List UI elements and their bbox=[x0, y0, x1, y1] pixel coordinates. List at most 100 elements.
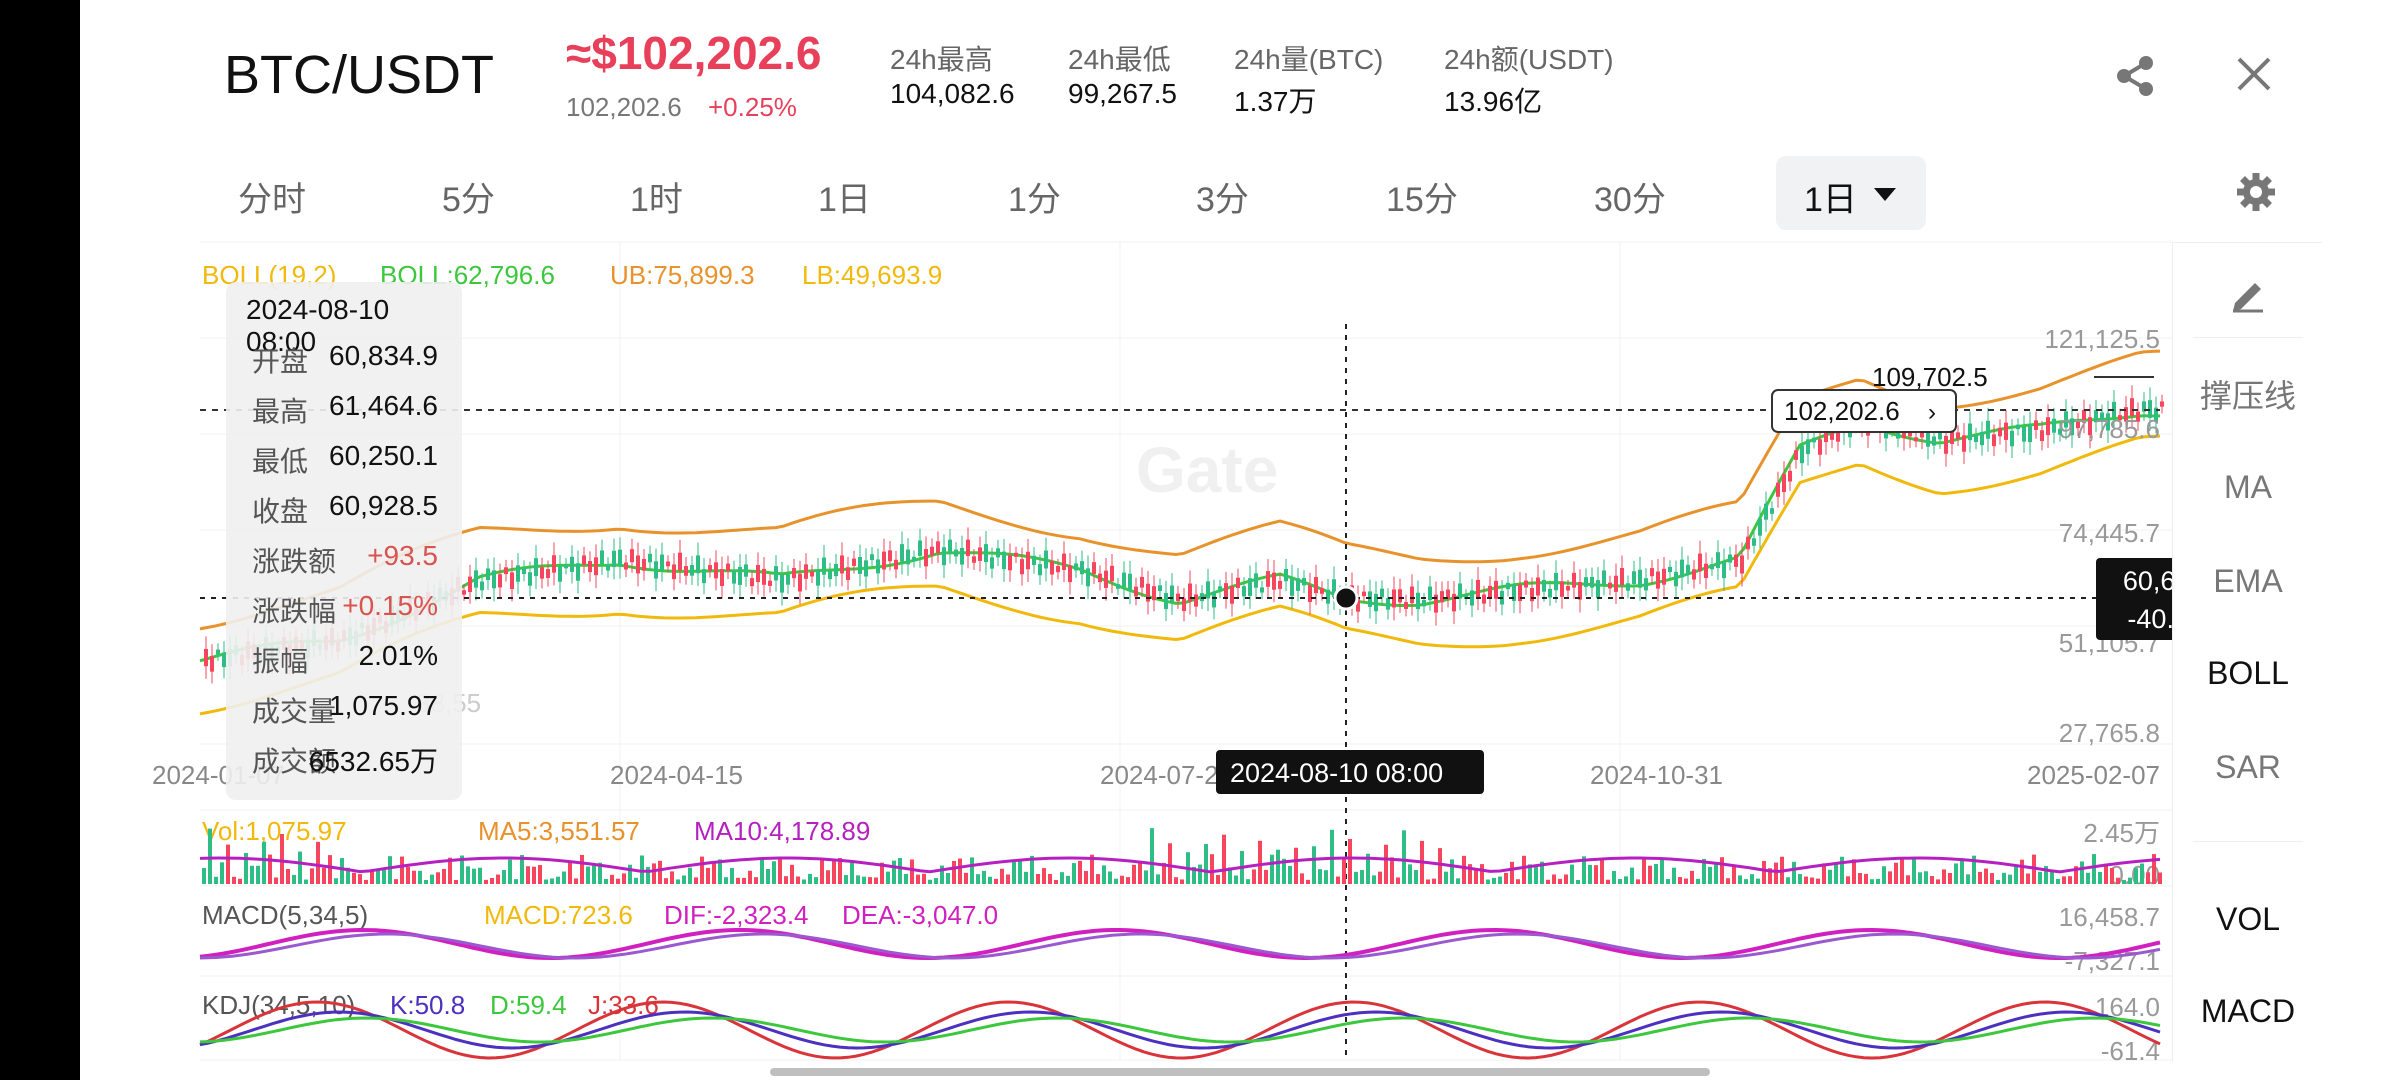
volume-bar bbox=[496, 874, 500, 884]
candle-body bbox=[1476, 579, 1480, 598]
candle-body bbox=[2106, 413, 2110, 431]
candle-body bbox=[1584, 577, 1588, 587]
volume-bar bbox=[706, 867, 710, 884]
volume-bar bbox=[1540, 861, 1544, 884]
candle-body bbox=[1512, 584, 1516, 601]
sidebar-item-sar[interactable]: SAR bbox=[2215, 749, 2281, 785]
volume-bar bbox=[358, 874, 362, 884]
boll-lb-label: LB:49,693.9 bbox=[802, 260, 942, 290]
volume-bar bbox=[1822, 863, 1826, 884]
candle-body bbox=[588, 560, 592, 573]
volume-bar bbox=[238, 878, 242, 884]
candle-body bbox=[954, 549, 958, 557]
volume-bar bbox=[250, 865, 254, 884]
close-icon[interactable] bbox=[2236, 56, 2272, 92]
candle-body bbox=[1914, 437, 1918, 442]
horizontal-scrollbar[interactable] bbox=[770, 1068, 1710, 1076]
volume-bar bbox=[1522, 855, 1526, 884]
volume-bar bbox=[634, 877, 638, 884]
candle-body bbox=[1740, 555, 1744, 574]
volume-bar bbox=[1474, 868, 1478, 884]
candle-body bbox=[1284, 568, 1288, 582]
candle-body bbox=[516, 565, 520, 582]
volume-bar bbox=[274, 877, 278, 884]
volume-bar bbox=[790, 864, 794, 884]
volume-bar bbox=[688, 867, 692, 884]
candle-body bbox=[2064, 411, 2068, 428]
volume-bar bbox=[1180, 879, 1184, 884]
candle-body bbox=[618, 549, 622, 567]
volume-bar bbox=[712, 862, 716, 884]
volume-bar bbox=[622, 873, 626, 884]
candle-body bbox=[966, 539, 970, 557]
tab-1d-dropdown[interactable]: 1日 bbox=[1804, 181, 1857, 219]
candle-body bbox=[1332, 579, 1336, 598]
volume-bar bbox=[1366, 853, 1370, 884]
sidebar-item-macd[interactable]: MACD bbox=[2200, 993, 2296, 1029]
volume-bar bbox=[646, 867, 650, 884]
last-price-tag[interactable] bbox=[1771, 389, 1957, 433]
candle-body bbox=[744, 564, 748, 577]
volume-bar bbox=[1228, 867, 1232, 884]
sidebar-item-vol[interactable]: VOL bbox=[2215, 901, 2281, 937]
volume-bar bbox=[1510, 861, 1514, 884]
candle-body bbox=[1746, 536, 1750, 550]
volume-bar bbox=[1456, 878, 1460, 884]
candle-body bbox=[1014, 552, 1018, 557]
candle-body bbox=[222, 652, 226, 668]
volume-bar bbox=[760, 858, 764, 884]
draw-pencil-icon[interactable] bbox=[2229, 275, 2267, 313]
volume-bar bbox=[1282, 858, 1286, 884]
volume-bar bbox=[460, 855, 464, 884]
candle-body bbox=[1482, 594, 1486, 604]
candle-body bbox=[822, 557, 826, 575]
settings-gear-icon[interactable] bbox=[2236, 172, 2276, 212]
crosshair-pct: -40.64% bbox=[2127, 604, 2172, 634]
volume-bar bbox=[2044, 866, 2048, 884]
sidebar-item-ema[interactable]: EMA bbox=[2213, 563, 2283, 599]
candle-body bbox=[1050, 560, 1054, 575]
tab-15m[interactable]: 15分 bbox=[1386, 181, 1458, 219]
volume-bar bbox=[970, 857, 974, 884]
candle-body bbox=[942, 547, 946, 566]
volume-bar bbox=[1972, 855, 1976, 884]
candle-body bbox=[1692, 569, 1696, 580]
volume-bar bbox=[2068, 876, 2072, 884]
volume-bar bbox=[2014, 864, 2018, 884]
macd-value-label: MACD:723.6 bbox=[484, 900, 633, 930]
sidebar-item-boll[interactable]: BOLL bbox=[2207, 655, 2289, 691]
volume-bar bbox=[2134, 868, 2138, 884]
candle-body bbox=[528, 572, 532, 586]
volume-bar bbox=[994, 878, 998, 884]
tab-1m[interactable]: 1分 bbox=[1008, 181, 1061, 219]
volume-bar bbox=[1666, 879, 1670, 884]
volume-bar bbox=[1816, 878, 1820, 884]
volume-bar bbox=[2122, 879, 2126, 884]
macd-dif-label: DIF:-2,323.4 bbox=[664, 900, 809, 930]
candle-body bbox=[1836, 429, 1840, 442]
volume-bar bbox=[286, 868, 290, 884]
sidebar-item-support-resistance[interactable]: 撑压线 bbox=[2199, 378, 2296, 414]
tab-30m[interactable]: 30分 bbox=[1594, 181, 1666, 219]
candle-body bbox=[726, 563, 730, 572]
volume-bar bbox=[1696, 878, 1700, 884]
volume-bar bbox=[1300, 873, 1304, 884]
volume-bar bbox=[1390, 857, 1394, 884]
price-label-2: 97,785.6 bbox=[2059, 414, 2160, 444]
volume-bar bbox=[2008, 874, 2012, 884]
share-icon[interactable] bbox=[2114, 54, 2158, 98]
volume-bar bbox=[904, 873, 908, 884]
volume-bar bbox=[1054, 879, 1058, 884]
tab-5m[interactable]: 5分 bbox=[442, 181, 495, 219]
volume-bar bbox=[1462, 855, 1466, 884]
macd-max-label: 16,458.7 bbox=[2059, 902, 2160, 932]
volume-bar bbox=[1012, 861, 1016, 884]
candle-body bbox=[1590, 576, 1594, 588]
tab-3m[interactable]: 3分 bbox=[1196, 181, 1249, 219]
volume-bar bbox=[1726, 878, 1730, 884]
sidebar-item-ma[interactable]: MA bbox=[2224, 469, 2272, 505]
tab-1h[interactable]: 1时 bbox=[630, 181, 683, 219]
stat-amount-label: 24h额(USDT) bbox=[1444, 44, 1614, 75]
tab-1d[interactable]: 1日 bbox=[818, 181, 871, 219]
tab-timeshare[interactable]: 分时 bbox=[238, 181, 306, 219]
